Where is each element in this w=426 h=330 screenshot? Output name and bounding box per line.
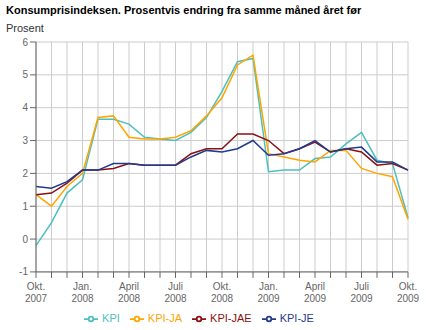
svg-text:Okt.2008: Okt.2008 (211, 281, 234, 304)
svg-text:6: 6 (22, 37, 28, 48)
svg-text:Juli2008: Juli2008 (164, 281, 187, 304)
html-text:KPI-JE: KPI-JE (279, 311, 314, 324)
svg-text:Juli2009: Juli2009 (350, 281, 373, 304)
svg-text:Jan.2008: Jan.2008 (71, 281, 94, 304)
svg-text:2: 2 (22, 168, 28, 179)
svg-text:Okt.2009: Okt.2009 (397, 281, 418, 304)
svg-text:3: 3 (22, 135, 28, 146)
html-text:KPI: KPI (102, 311, 120, 324)
svg-text:April2008: April2008 (118, 281, 141, 304)
html-text:KPI-JAE: KPI-JAE (210, 311, 252, 324)
svg-text:Okt.2007: Okt.2007 (25, 281, 48, 304)
svg-text:April2009: April2009 (304, 281, 327, 304)
svg-text:0: 0 (22, 234, 28, 245)
svg-text:Jan.2009: Jan.2009 (257, 281, 280, 304)
svg-text:4: 4 (22, 102, 28, 113)
svg-text:1: 1 (22, 201, 28, 212)
html-text:Prosent: Prosent (6, 22, 44, 34)
html-text:Konsumprisindeksen. Prosentvis: Konsumprisindeksen. Prosentvis endring f… (6, 4, 362, 16)
svg-text:5: 5 (22, 69, 28, 80)
svg-text:-1: -1 (19, 266, 28, 277)
html-text:KPI-JA: KPI-JA (147, 311, 183, 324)
